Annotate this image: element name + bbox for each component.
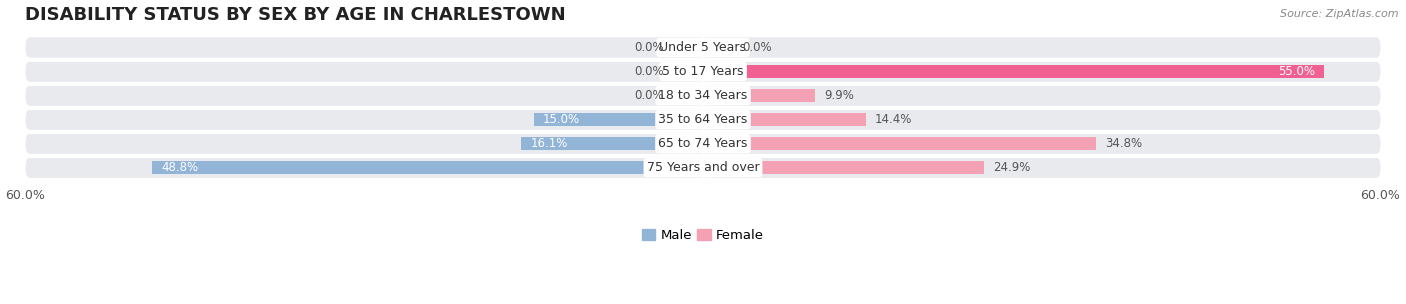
Bar [534,113,703,126]
Bar [703,137,1095,150]
FancyBboxPatch shape [25,85,1381,106]
FancyBboxPatch shape [25,61,1381,82]
Text: 15.0%: 15.0% [543,113,579,126]
Text: 75 Years and over: 75 Years and over [647,161,759,174]
Text: 55.0%: 55.0% [1278,65,1315,78]
Bar [703,65,1324,78]
Text: DISABILITY STATUS BY SEX BY AGE IN CHARLESTOWN: DISABILITY STATUS BY SEX BY AGE IN CHARL… [25,5,567,23]
Bar [703,89,815,102]
Text: Source: ZipAtlas.com: Source: ZipAtlas.com [1281,9,1399,19]
Text: 0.0%: 0.0% [742,41,772,54]
Text: 0.0%: 0.0% [634,65,664,78]
Text: 9.9%: 9.9% [824,89,853,102]
Text: 16.1%: 16.1% [530,137,568,150]
FancyBboxPatch shape [25,157,1381,178]
Text: 35 to 64 Years: 35 to 64 Years [658,113,748,126]
Legend: Male, Female: Male, Female [637,223,769,247]
Text: 18 to 34 Years: 18 to 34 Years [658,89,748,102]
Bar [152,161,703,174]
Text: 5 to 17 Years: 5 to 17 Years [662,65,744,78]
Text: 0.0%: 0.0% [634,89,664,102]
FancyBboxPatch shape [25,133,1381,154]
Text: 34.8%: 34.8% [1105,137,1142,150]
Text: 65 to 74 Years: 65 to 74 Years [658,137,748,150]
Text: 24.9%: 24.9% [993,161,1031,174]
Text: 14.4%: 14.4% [875,113,912,126]
Text: 0.0%: 0.0% [634,41,664,54]
Bar [522,137,703,150]
Bar [703,161,984,174]
Bar [703,113,866,126]
FancyBboxPatch shape [25,109,1381,130]
Text: Under 5 Years: Under 5 Years [659,41,747,54]
FancyBboxPatch shape [25,37,1381,58]
Text: 48.8%: 48.8% [162,161,198,174]
